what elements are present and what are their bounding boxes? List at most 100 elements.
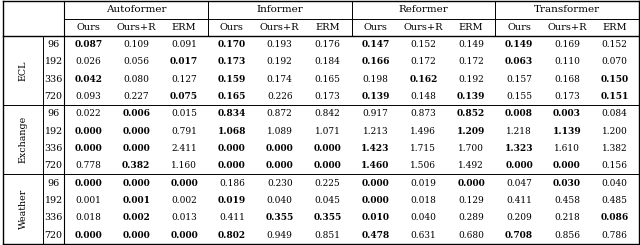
- Text: 0.170: 0.170: [218, 40, 246, 49]
- Text: 720: 720: [45, 231, 63, 240]
- Text: Transformer: Transformer: [534, 5, 600, 14]
- Text: 0.411: 0.411: [219, 213, 245, 222]
- Text: 0.631: 0.631: [410, 231, 436, 240]
- Text: 0.382: 0.382: [122, 161, 150, 170]
- Text: 0.680: 0.680: [458, 231, 484, 240]
- Text: 0.949: 0.949: [267, 231, 292, 240]
- Text: 0.151: 0.151: [600, 92, 629, 101]
- Text: 0.165: 0.165: [315, 75, 340, 84]
- Text: 192: 192: [45, 127, 63, 136]
- Text: 0.110: 0.110: [554, 57, 580, 66]
- Text: 0.042: 0.042: [74, 75, 102, 84]
- Text: ERM: ERM: [172, 23, 196, 32]
- Text: 1.068: 1.068: [218, 127, 246, 136]
- Text: 0.000: 0.000: [314, 144, 342, 153]
- Text: Ours+R: Ours+R: [547, 23, 587, 32]
- Text: Ours: Ours: [220, 23, 244, 32]
- Text: 1.700: 1.700: [458, 144, 484, 153]
- Text: 0.001: 0.001: [76, 196, 101, 205]
- Text: 0.786: 0.786: [602, 231, 628, 240]
- Text: 0.802: 0.802: [218, 231, 246, 240]
- Text: 0.000: 0.000: [314, 161, 342, 170]
- Text: 0.000: 0.000: [170, 231, 198, 240]
- Text: Ours+R: Ours+R: [260, 23, 300, 32]
- Text: 1.506: 1.506: [410, 161, 436, 170]
- Text: 0.019: 0.019: [410, 179, 436, 188]
- Text: 96: 96: [47, 40, 60, 49]
- Text: 0.070: 0.070: [602, 57, 628, 66]
- Text: 0.192: 0.192: [267, 57, 292, 66]
- Text: 0.227: 0.227: [124, 92, 149, 101]
- Text: 0.087: 0.087: [74, 40, 102, 49]
- Text: 0.084: 0.084: [602, 109, 628, 118]
- Text: 0.040: 0.040: [267, 196, 292, 205]
- Text: 96: 96: [47, 179, 60, 188]
- Text: 0.173: 0.173: [554, 92, 580, 101]
- Text: 0.851: 0.851: [315, 231, 340, 240]
- Text: 0.917: 0.917: [362, 109, 388, 118]
- Text: 0.030: 0.030: [553, 179, 581, 188]
- Text: 0.708: 0.708: [505, 231, 533, 240]
- Text: 0.013: 0.013: [171, 213, 197, 222]
- Text: 0.155: 0.155: [506, 92, 532, 101]
- Text: 0.166: 0.166: [361, 57, 390, 66]
- Text: 0.000: 0.000: [266, 161, 294, 170]
- Text: 0.226: 0.226: [267, 92, 292, 101]
- Text: 1.715: 1.715: [410, 144, 436, 153]
- Text: 1.160: 1.160: [171, 161, 197, 170]
- Text: 0.129: 0.129: [458, 196, 484, 205]
- Text: 0.289: 0.289: [458, 213, 484, 222]
- Text: 0.478: 0.478: [362, 231, 390, 240]
- Text: 0.139: 0.139: [457, 92, 486, 101]
- Text: 0.192: 0.192: [458, 75, 484, 84]
- Text: 0.000: 0.000: [505, 161, 533, 170]
- Text: 720: 720: [45, 161, 63, 170]
- Text: 0.000: 0.000: [218, 161, 246, 170]
- Text: 0.173: 0.173: [315, 92, 340, 101]
- Text: 0.485: 0.485: [602, 196, 628, 205]
- Text: 0.152: 0.152: [410, 40, 436, 49]
- Text: 0.856: 0.856: [554, 231, 580, 240]
- Text: 0.002: 0.002: [122, 213, 150, 222]
- Text: 0.000: 0.000: [74, 127, 102, 136]
- Text: 0.047: 0.047: [506, 179, 532, 188]
- Text: 0.000: 0.000: [74, 179, 102, 188]
- Text: 96: 96: [47, 109, 60, 118]
- Text: 0.218: 0.218: [554, 213, 580, 222]
- Text: 336: 336: [45, 213, 63, 222]
- Text: 0.842: 0.842: [315, 109, 340, 118]
- Text: 1.496: 1.496: [410, 127, 436, 136]
- Text: 0.093: 0.093: [76, 92, 101, 101]
- Text: ERM: ERM: [316, 23, 340, 32]
- Text: 0.056: 0.056: [123, 57, 149, 66]
- Text: 0.169: 0.169: [554, 40, 580, 49]
- Text: 192: 192: [45, 196, 63, 205]
- Text: Ours: Ours: [507, 23, 531, 32]
- Text: 1.460: 1.460: [362, 161, 390, 170]
- Text: ERM: ERM: [602, 23, 627, 32]
- Text: Weather: Weather: [19, 189, 28, 229]
- Text: 0.006: 0.006: [122, 109, 150, 118]
- Text: 1.089: 1.089: [267, 127, 292, 136]
- Text: 0.008: 0.008: [505, 109, 533, 118]
- Text: 1.610: 1.610: [554, 144, 580, 153]
- Text: 0.000: 0.000: [74, 144, 102, 153]
- Text: 0.176: 0.176: [315, 40, 340, 49]
- Text: 1.423: 1.423: [361, 144, 390, 153]
- Text: 0.150: 0.150: [601, 75, 629, 84]
- Text: 0.173: 0.173: [218, 57, 246, 66]
- Text: 0.000: 0.000: [122, 231, 150, 240]
- Text: ERM: ERM: [459, 23, 483, 32]
- Text: 0.040: 0.040: [410, 213, 436, 222]
- Text: 1.492: 1.492: [458, 161, 484, 170]
- Text: 2.411: 2.411: [171, 144, 197, 153]
- Text: 0.458: 0.458: [554, 196, 580, 205]
- Text: 1.071: 1.071: [315, 127, 340, 136]
- Text: 336: 336: [45, 75, 63, 84]
- Text: 0.152: 0.152: [602, 40, 628, 49]
- Text: 0.209: 0.209: [506, 213, 532, 222]
- Text: 0.000: 0.000: [122, 144, 150, 153]
- Text: 0.000: 0.000: [266, 144, 294, 153]
- Text: 0.127: 0.127: [171, 75, 197, 84]
- Text: 0.411: 0.411: [506, 196, 532, 205]
